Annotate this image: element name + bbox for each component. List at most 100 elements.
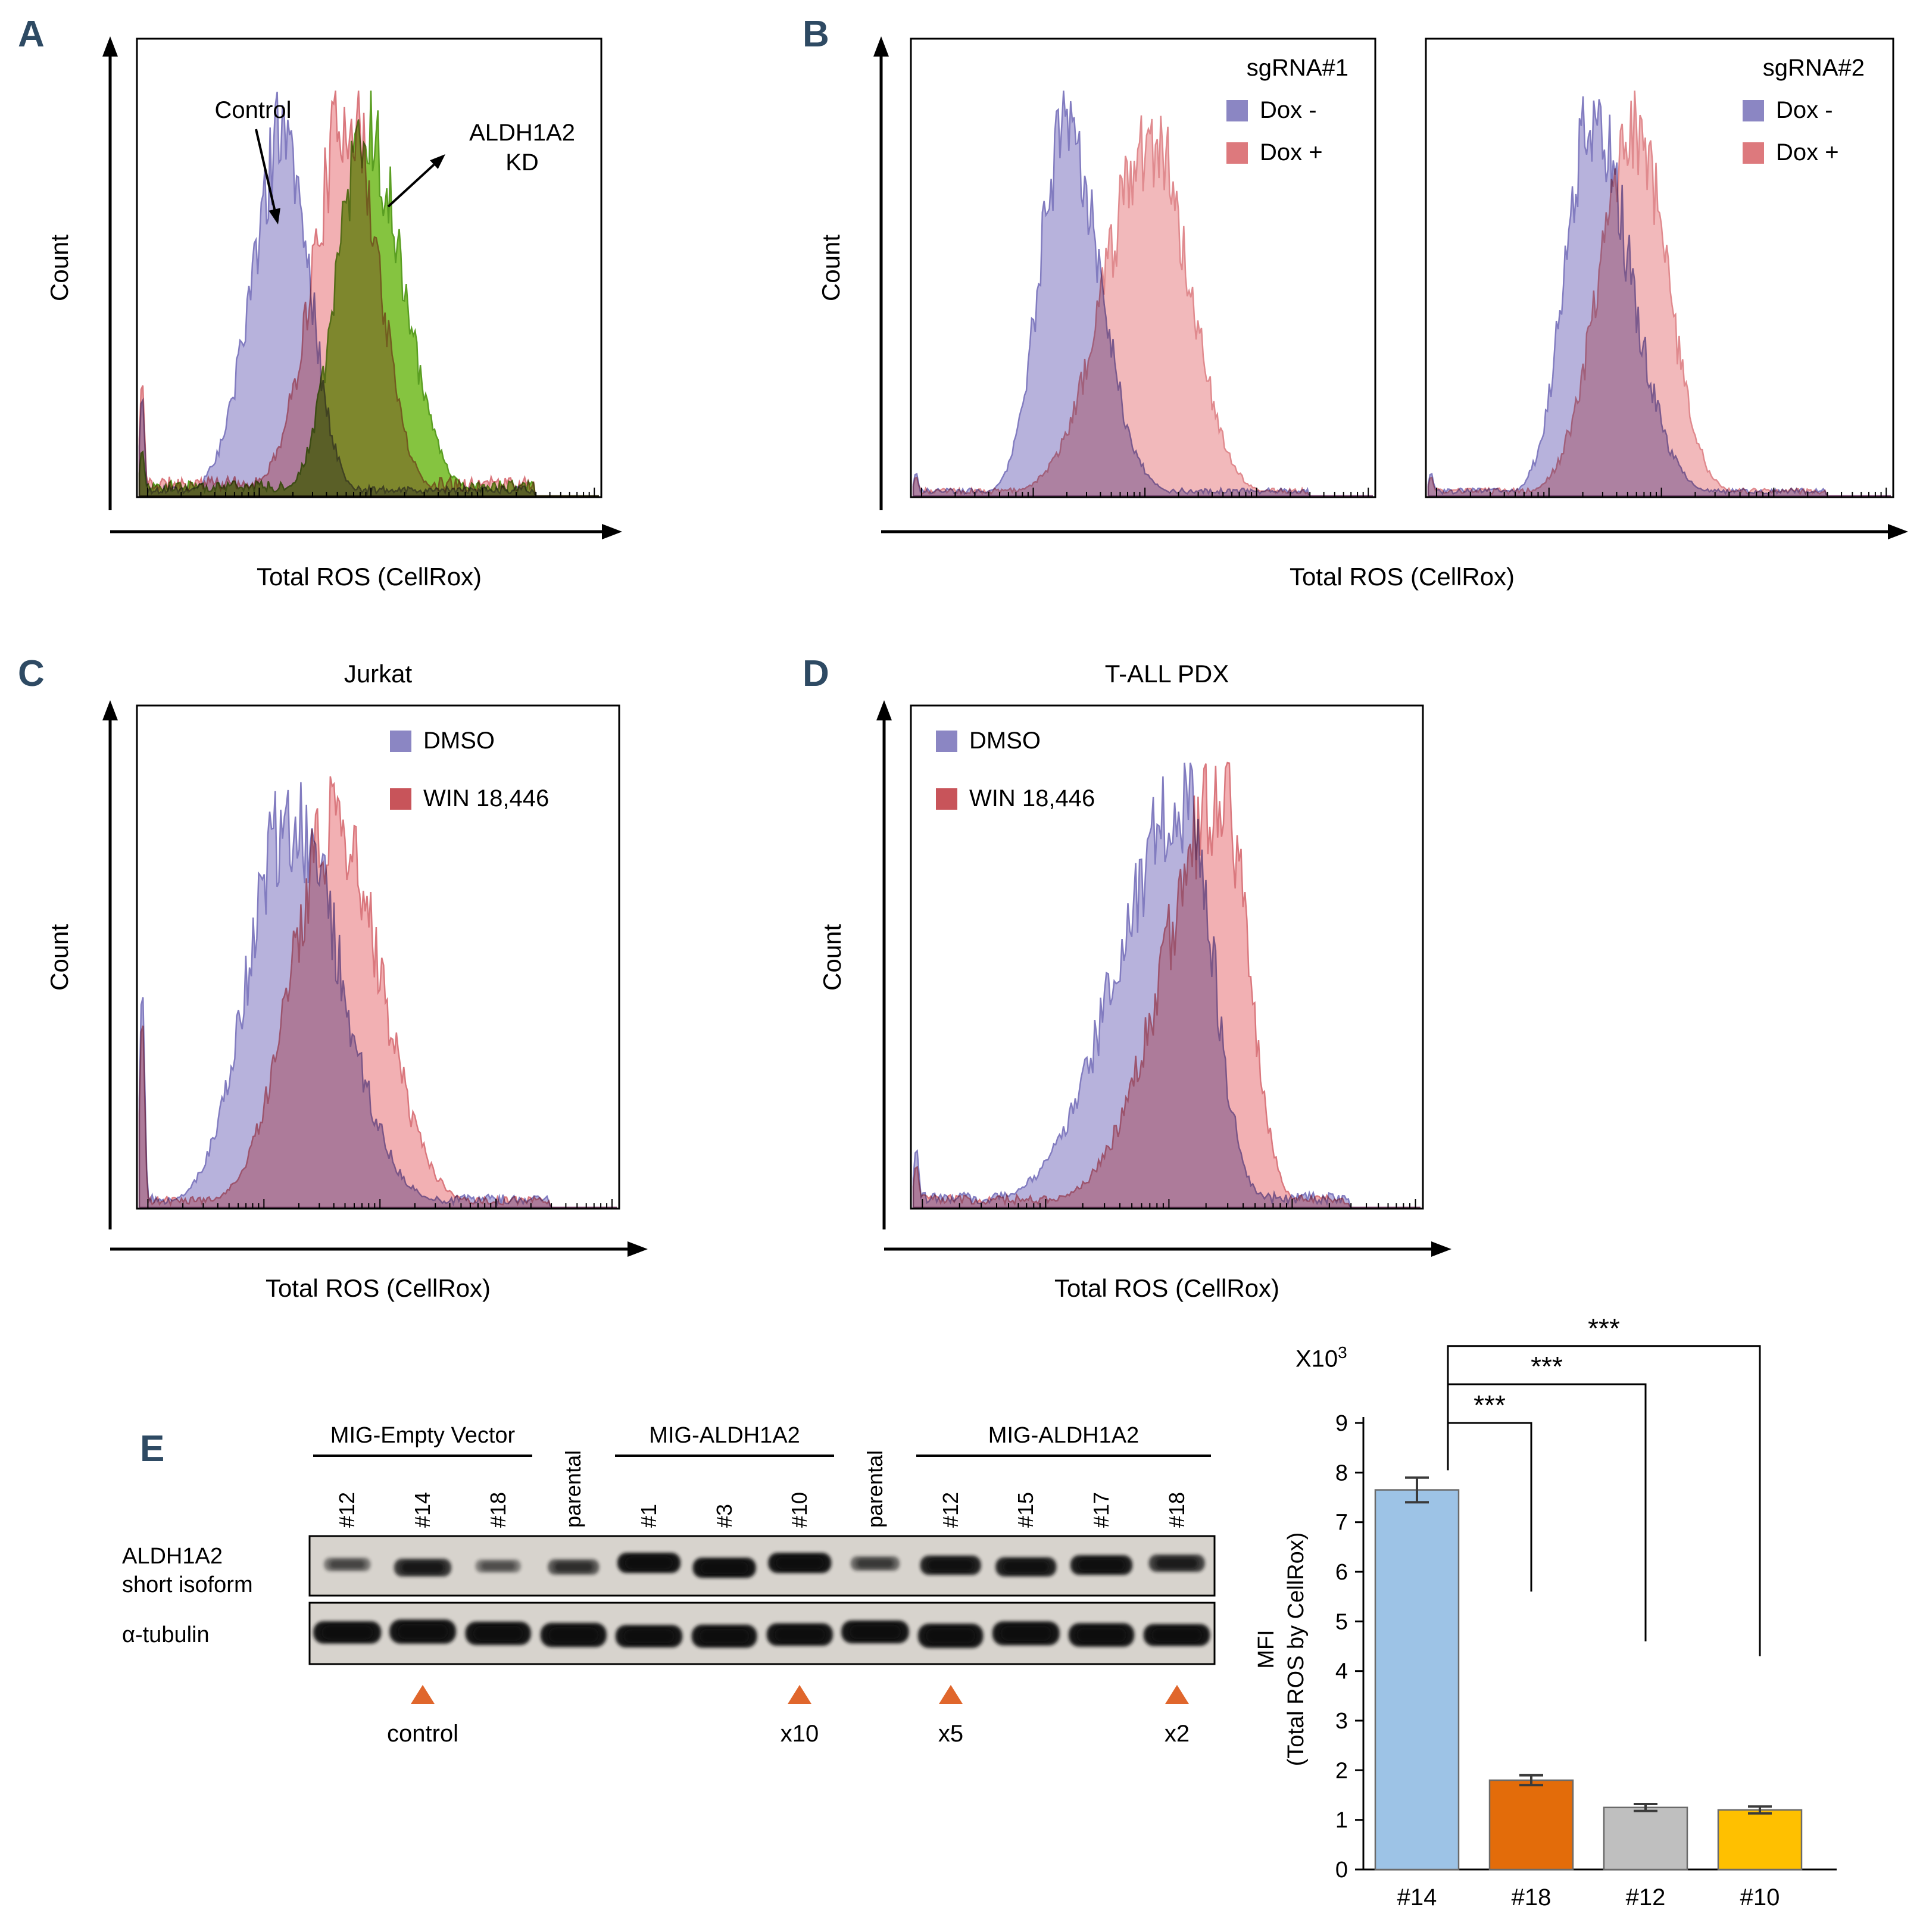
- blot-group-mig-aldh1a2-1: MIG-ALDH1A2: [615, 1423, 834, 1457]
- blot-band-core: [700, 1628, 750, 1644]
- blot-band-core: [1003, 1560, 1050, 1573]
- lane-label-4: #1: [636, 1503, 661, 1528]
- annotation-arrow: [255, 129, 276, 210]
- dox-minus-label: Dox -: [1260, 97, 1317, 123]
- panel-c-title: Jurkat: [344, 660, 413, 688]
- dox-plus-label: Dox +: [1260, 139, 1323, 166]
- dmso-label: DMSO: [969, 728, 1041, 754]
- mfi-bar-chart: 0 1 2 3 4 5 6 7 8 9 #14 #18 #12 #10 *** *** ***: [1335, 1319, 1837, 1911]
- lane-label-11: #18: [1165, 1491, 1189, 1528]
- blot-band-core: [473, 1625, 523, 1641]
- x-axis-arrow-head: [628, 1241, 648, 1257]
- bar-category-label: #18: [1512, 1884, 1551, 1911]
- blot-band-core: [554, 1562, 594, 1572]
- lane-label-9: #15: [1013, 1491, 1038, 1528]
- blot-band-core: [401, 1562, 445, 1574]
- panel-a-letter: A: [18, 14, 45, 55]
- histogram-series-group: [912, 761, 1421, 1208]
- panel-d-y-axis-label: Count: [818, 923, 846, 991]
- histogram-series-group: [1427, 90, 1891, 497]
- legend-row-dox-minus: Dox -: [1226, 97, 1354, 124]
- histogram-series-group: [138, 776, 617, 1208]
- blot-band-core: [1000, 1625, 1052, 1641]
- blot-band-core: [321, 1625, 373, 1640]
- win-swatch: [936, 788, 957, 810]
- significance-bracket: [1447, 1345, 1761, 1656]
- bar-y-tick-label: 2: [1335, 1758, 1348, 1783]
- blot-band-core: [1155, 1558, 1198, 1569]
- panel-b2-legend: sgRNA#2 Dox - Dox +: [1686, 55, 1871, 166]
- panel-b-x-axis-label: Total ROS (CellRox): [1289, 563, 1515, 591]
- lane-label-2: #18: [486, 1491, 510, 1528]
- bar-y-tick-label: 1: [1335, 1808, 1348, 1833]
- panel-d-x-axis-label: Total ROS (CellRox): [1054, 1274, 1280, 1302]
- series-ALDH1A2 KD (green): [138, 90, 599, 497]
- series-Dox +: [1427, 90, 1891, 497]
- bar-#14: [1374, 1489, 1460, 1871]
- panel-c-letter: C: [18, 653, 45, 694]
- blot-band-core: [623, 1629, 675, 1644]
- lane-label-1: #14: [410, 1491, 435, 1528]
- bar-y-tick-label: 0: [1335, 1858, 1348, 1883]
- plot-frame: [910, 704, 1424, 1210]
- dox-plus-swatch: [1743, 142, 1764, 164]
- x-axis-arrow-head: [1888, 524, 1908, 539]
- marker-label-x2: x2: [1164, 1721, 1190, 1747]
- panel-b-letter: B: [803, 14, 829, 55]
- bar-category-label: #12: [1626, 1884, 1666, 1911]
- histogram-series-group: [138, 90, 599, 497]
- significance-bracket: [1447, 1422, 1532, 1592]
- win-label: WIN 18,446: [423, 785, 550, 811]
- blot-band-core: [1151, 1628, 1202, 1642]
- lane-label-8: #12: [938, 1491, 963, 1528]
- series-WIN 18,446: [138, 776, 617, 1208]
- annotation-arrow: [387, 164, 435, 208]
- blot-band-core: [1078, 1559, 1125, 1572]
- significance-label: ***: [1588, 1319, 1620, 1344]
- panel-d-legend: DMSO WIN 18,446: [936, 728, 1095, 843]
- blot-band-core: [480, 1562, 516, 1571]
- annotation-arrow-head: [269, 208, 280, 224]
- western-blot-image: [308, 1535, 1216, 1665]
- blot-row-label-line2: short isoform: [122, 1572, 253, 1597]
- bar-#12: [1603, 1806, 1688, 1871]
- bar-y-tick-label: 5: [1335, 1609, 1348, 1634]
- blot-band-core: [776, 1556, 824, 1569]
- series-Dox +: [912, 115, 1373, 497]
- marker-triangle-x2: [1165, 1685, 1189, 1704]
- x-axis-arrow-head: [602, 524, 622, 539]
- panel-a-annotation-control: Control: [214, 97, 292, 123]
- blot-band-core: [849, 1624, 901, 1640]
- bar-y-tick-label: 4: [1335, 1659, 1348, 1684]
- lane-label-7: parental: [863, 1450, 887, 1528]
- blot-band-core: [397, 1624, 448, 1640]
- bar-category-label: #10: [1740, 1884, 1780, 1911]
- legend-row-dmso: DMSO: [390, 728, 549, 754]
- panel-a-histogram-plot: [102, 36, 622, 539]
- bar-#10: [1717, 1809, 1803, 1871]
- blot-box: [308, 1535, 1216, 1597]
- blot-band-core: [625, 1556, 673, 1569]
- dmso-swatch: [390, 730, 411, 752]
- marker-label-x5: x5: [938, 1721, 964, 1747]
- legend-row-dox-minus: Dox -: [1743, 97, 1871, 124]
- y-axis-arrow-head: [102, 700, 118, 720]
- y-axis-arrow-head: [873, 36, 889, 57]
- blot-band-core: [856, 1559, 894, 1568]
- lane-label-0: #12: [335, 1491, 359, 1528]
- panel-a-annotation-aldh1a2-kd: ALDH1A2 KD: [469, 120, 575, 176]
- blot-band-core: [548, 1627, 599, 1643]
- significance-label: ***: [1531, 1351, 1563, 1382]
- plot-frame: [910, 38, 1376, 498]
- panel-e-letter: E: [140, 1428, 165, 1469]
- panel-b-y-axis-label: Count: [817, 234, 845, 302]
- marker-triangle-control: [411, 1685, 435, 1704]
- y-axis-arrow-head: [876, 700, 892, 720]
- lane-label-10: #17: [1089, 1491, 1113, 1528]
- dmso-label: DMSO: [423, 728, 495, 754]
- marker-triangle-x5: [939, 1685, 963, 1704]
- dox-minus-label: Dox -: [1776, 97, 1833, 123]
- panel-c-histogram-plot: [102, 700, 648, 1257]
- dox-plus-swatch: [1226, 142, 1248, 164]
